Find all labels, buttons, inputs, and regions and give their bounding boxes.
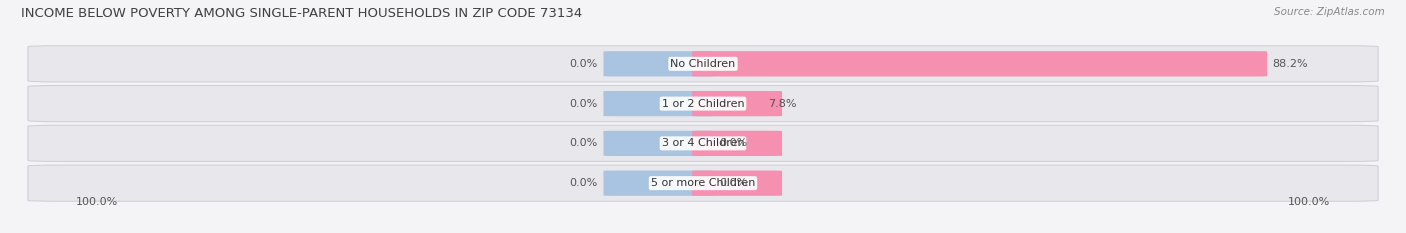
FancyBboxPatch shape bbox=[603, 131, 714, 156]
FancyBboxPatch shape bbox=[603, 171, 714, 196]
Text: No Children: No Children bbox=[671, 59, 735, 69]
FancyBboxPatch shape bbox=[603, 91, 714, 116]
Text: 100.0%: 100.0% bbox=[1288, 197, 1330, 207]
FancyBboxPatch shape bbox=[692, 51, 1267, 76]
Text: 0.0%: 0.0% bbox=[720, 138, 748, 148]
FancyBboxPatch shape bbox=[692, 131, 782, 156]
Text: 3 or 4 Children: 3 or 4 Children bbox=[662, 138, 744, 148]
Text: 100.0%: 100.0% bbox=[76, 197, 118, 207]
FancyBboxPatch shape bbox=[28, 46, 1378, 82]
Text: 0.0%: 0.0% bbox=[569, 59, 598, 69]
FancyBboxPatch shape bbox=[692, 91, 782, 116]
Text: 0.0%: 0.0% bbox=[569, 99, 598, 109]
FancyBboxPatch shape bbox=[692, 171, 782, 196]
FancyBboxPatch shape bbox=[603, 51, 714, 76]
FancyBboxPatch shape bbox=[28, 86, 1378, 122]
FancyBboxPatch shape bbox=[28, 125, 1378, 161]
Text: 0.0%: 0.0% bbox=[569, 178, 598, 188]
Text: 1 or 2 Children: 1 or 2 Children bbox=[662, 99, 744, 109]
Text: Source: ZipAtlas.com: Source: ZipAtlas.com bbox=[1274, 7, 1385, 17]
Text: 0.0%: 0.0% bbox=[569, 138, 598, 148]
Text: INCOME BELOW POVERTY AMONG SINGLE-PARENT HOUSEHOLDS IN ZIP CODE 73134: INCOME BELOW POVERTY AMONG SINGLE-PARENT… bbox=[21, 7, 582, 20]
Text: 7.8%: 7.8% bbox=[768, 99, 797, 109]
Text: 0.0%: 0.0% bbox=[720, 178, 748, 188]
Text: 88.2%: 88.2% bbox=[1272, 59, 1309, 69]
Text: 5 or more Children: 5 or more Children bbox=[651, 178, 755, 188]
FancyBboxPatch shape bbox=[28, 165, 1378, 201]
